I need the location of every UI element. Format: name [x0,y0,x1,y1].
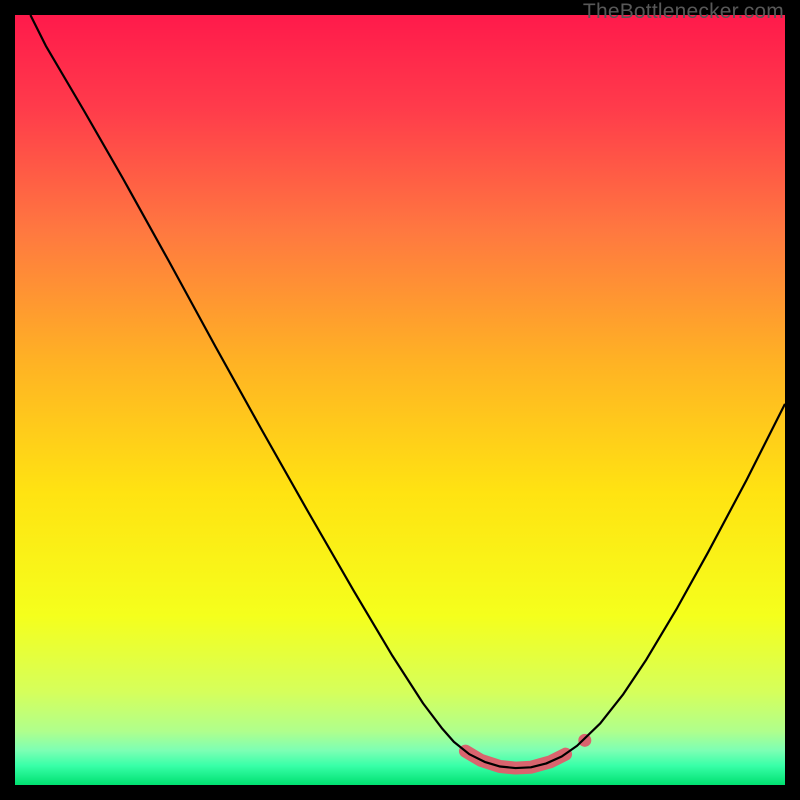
chart-container: TheBottlenecker.com [0,0,800,800]
highlight-end-dot [578,734,591,747]
bottleneck-curve [30,15,785,768]
watermark-text: TheBottlenecker.com [583,0,784,24]
plot-area [15,15,785,785]
curve-layer [15,15,785,785]
